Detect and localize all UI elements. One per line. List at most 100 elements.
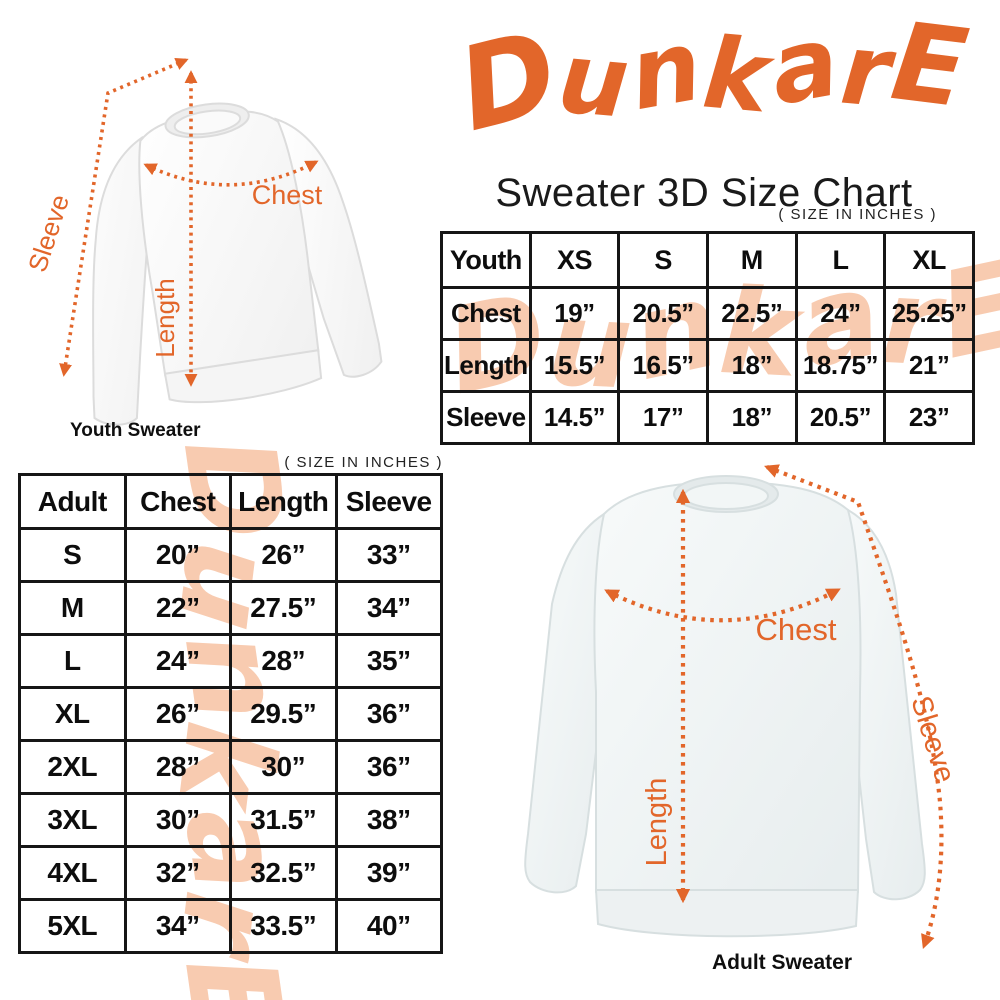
size-cell: 40”: [334, 898, 443, 954]
row-label: L: [18, 633, 127, 689]
size-cell: 19”: [528, 286, 621, 341]
table-row: S 20” 26” 33”: [18, 527, 443, 583]
column-header: XS: [528, 231, 621, 289]
row-label: Sleeve: [440, 390, 532, 445]
size-cell: 39”: [334, 845, 443, 901]
sweater-left-sleeve: [524, 512, 616, 894]
column-header: Adult: [18, 473, 127, 530]
row-label: 4XL: [18, 845, 127, 901]
size-cell: 30”: [229, 739, 338, 795]
table-row: Chest 19” 20.5” 22.5” 24” 25.25”: [440, 286, 975, 341]
size-cell: 26”: [123, 686, 232, 742]
size-cell: 24”: [794, 286, 887, 341]
corner-header: Youth: [440, 231, 532, 289]
size-cell: 18”: [705, 390, 798, 445]
size-cell: 33”: [334, 527, 443, 583]
size-cell: 18.75”: [794, 338, 887, 393]
row-label: Chest: [440, 286, 532, 341]
size-cell: 16.5”: [617, 338, 709, 393]
sweater-shape: [524, 475, 926, 938]
size-cell: 34”: [123, 898, 232, 954]
column-header: Length: [229, 473, 338, 530]
youth-sweater-illustration: Chest Length Sleeve: [22, 57, 383, 426]
adult-size-table: Adult Chest Length Sleeve S 20” 26” 33” …: [18, 473, 443, 954]
size-cell: 36”: [334, 686, 443, 742]
size-cell: 23”: [883, 390, 975, 445]
adult-sweater-diagram: Chest Length Sleeve: [476, 452, 1000, 980]
column-header: S: [617, 231, 709, 289]
size-cell: 30”: [123, 792, 232, 848]
size-cell: 32”: [123, 845, 232, 901]
sweater-waistband: [594, 889, 860, 938]
column-header: Sleeve: [334, 473, 443, 530]
length-label: Length: [641, 778, 673, 867]
sleeve-label: Sleeve: [22, 191, 75, 276]
youth-size-note: ( SIZE IN INCHES ): [778, 206, 937, 223]
table-row: Length 15.5” 16.5” 18” 18.75” 21”: [440, 338, 975, 393]
size-cell: 14.5”: [528, 390, 621, 445]
column-header: Chest: [123, 473, 232, 530]
table-header-row: Adult Chest Length Sleeve: [18, 473, 443, 530]
column-header: M: [705, 231, 798, 289]
size-cell: 28”: [123, 739, 232, 795]
table-row: Sleeve 14.5” 17” 18” 20.5” 23”: [440, 390, 975, 445]
size-cell: 20”: [123, 527, 232, 583]
size-cell: 32.5”: [229, 845, 338, 901]
sweater-collar-inner: [683, 482, 769, 510]
row-label: Length: [440, 338, 532, 393]
size-cell: 31.5”: [229, 792, 338, 848]
table-header-row: Youth XS S M L XL: [440, 231, 975, 289]
sweater-shape: [92, 102, 383, 426]
table-row: 4XL 32” 32.5” 39”: [18, 845, 443, 901]
size-cell: 27.5”: [229, 580, 338, 636]
sleeve-measure-line: [764, 464, 944, 949]
size-cell: 20.5”: [794, 390, 887, 445]
sleeve-measure-line: [59, 57, 189, 377]
size-cell: 36”: [334, 739, 443, 795]
table-row: M 22” 27.5” 34”: [18, 580, 443, 636]
table-row: 5XL 34” 33.5” 40”: [18, 898, 443, 954]
youth-size-table: Youth XS S M L XL Chest 19” 20.5” 22.5” …: [440, 231, 975, 445]
column-header: L: [794, 231, 887, 289]
page-title: Sweater 3D Size Chart: [495, 170, 913, 215]
size-cell: 33.5”: [229, 898, 338, 954]
size-cell: 34”: [334, 580, 443, 636]
size-cell: 20.5”: [617, 286, 709, 341]
row-label: M: [18, 580, 127, 636]
adult-size-note: ( SIZE IN INCHES ): [284, 454, 443, 471]
size-cell: 17”: [617, 390, 709, 445]
size-cell: 22.5”: [705, 286, 798, 341]
sweater-body: [593, 480, 862, 905]
table-row: L 24” 28” 35”: [18, 633, 443, 689]
row-label: 5XL: [18, 898, 127, 954]
table-row: XL 26” 29.5” 36”: [18, 686, 443, 742]
row-label: S: [18, 527, 127, 583]
size-cell: 15.5”: [528, 338, 621, 393]
row-label: 2XL: [18, 739, 127, 795]
table-row: 3XL 30” 31.5” 38”: [18, 792, 443, 848]
size-cell: 29.5”: [229, 686, 338, 742]
size-cell: 38”: [334, 792, 443, 848]
size-cell: 21”: [883, 338, 975, 393]
column-header: XL: [883, 231, 975, 289]
row-label: 3XL: [18, 792, 127, 848]
chest-measure-line: [143, 160, 319, 187]
size-cell: 35”: [334, 633, 443, 689]
table-row: 2XL 28” 30” 36”: [18, 739, 443, 795]
youth-diagram-caption: Youth Sweater: [70, 420, 201, 441]
adult-diagram-caption: Adult Sweater: [712, 951, 853, 974]
chest-label: Chest: [756, 612, 837, 647]
adult-sweater-illustration: Chest Length Sleeve: [524, 464, 961, 949]
size-cell: 18”: [705, 338, 798, 393]
row-label: XL: [18, 686, 127, 742]
chest-label: Chest: [252, 180, 323, 210]
size-cell: 24”: [123, 633, 232, 689]
size-cell: 26”: [229, 527, 338, 583]
size-cell: 22”: [123, 580, 232, 636]
size-cell: 25.25”: [883, 286, 975, 341]
sweater-waistband: [163, 349, 323, 404]
size-cell: 28”: [229, 633, 338, 689]
youth-sweater-diagram: Chest Length Sleeve: [6, 44, 434, 446]
